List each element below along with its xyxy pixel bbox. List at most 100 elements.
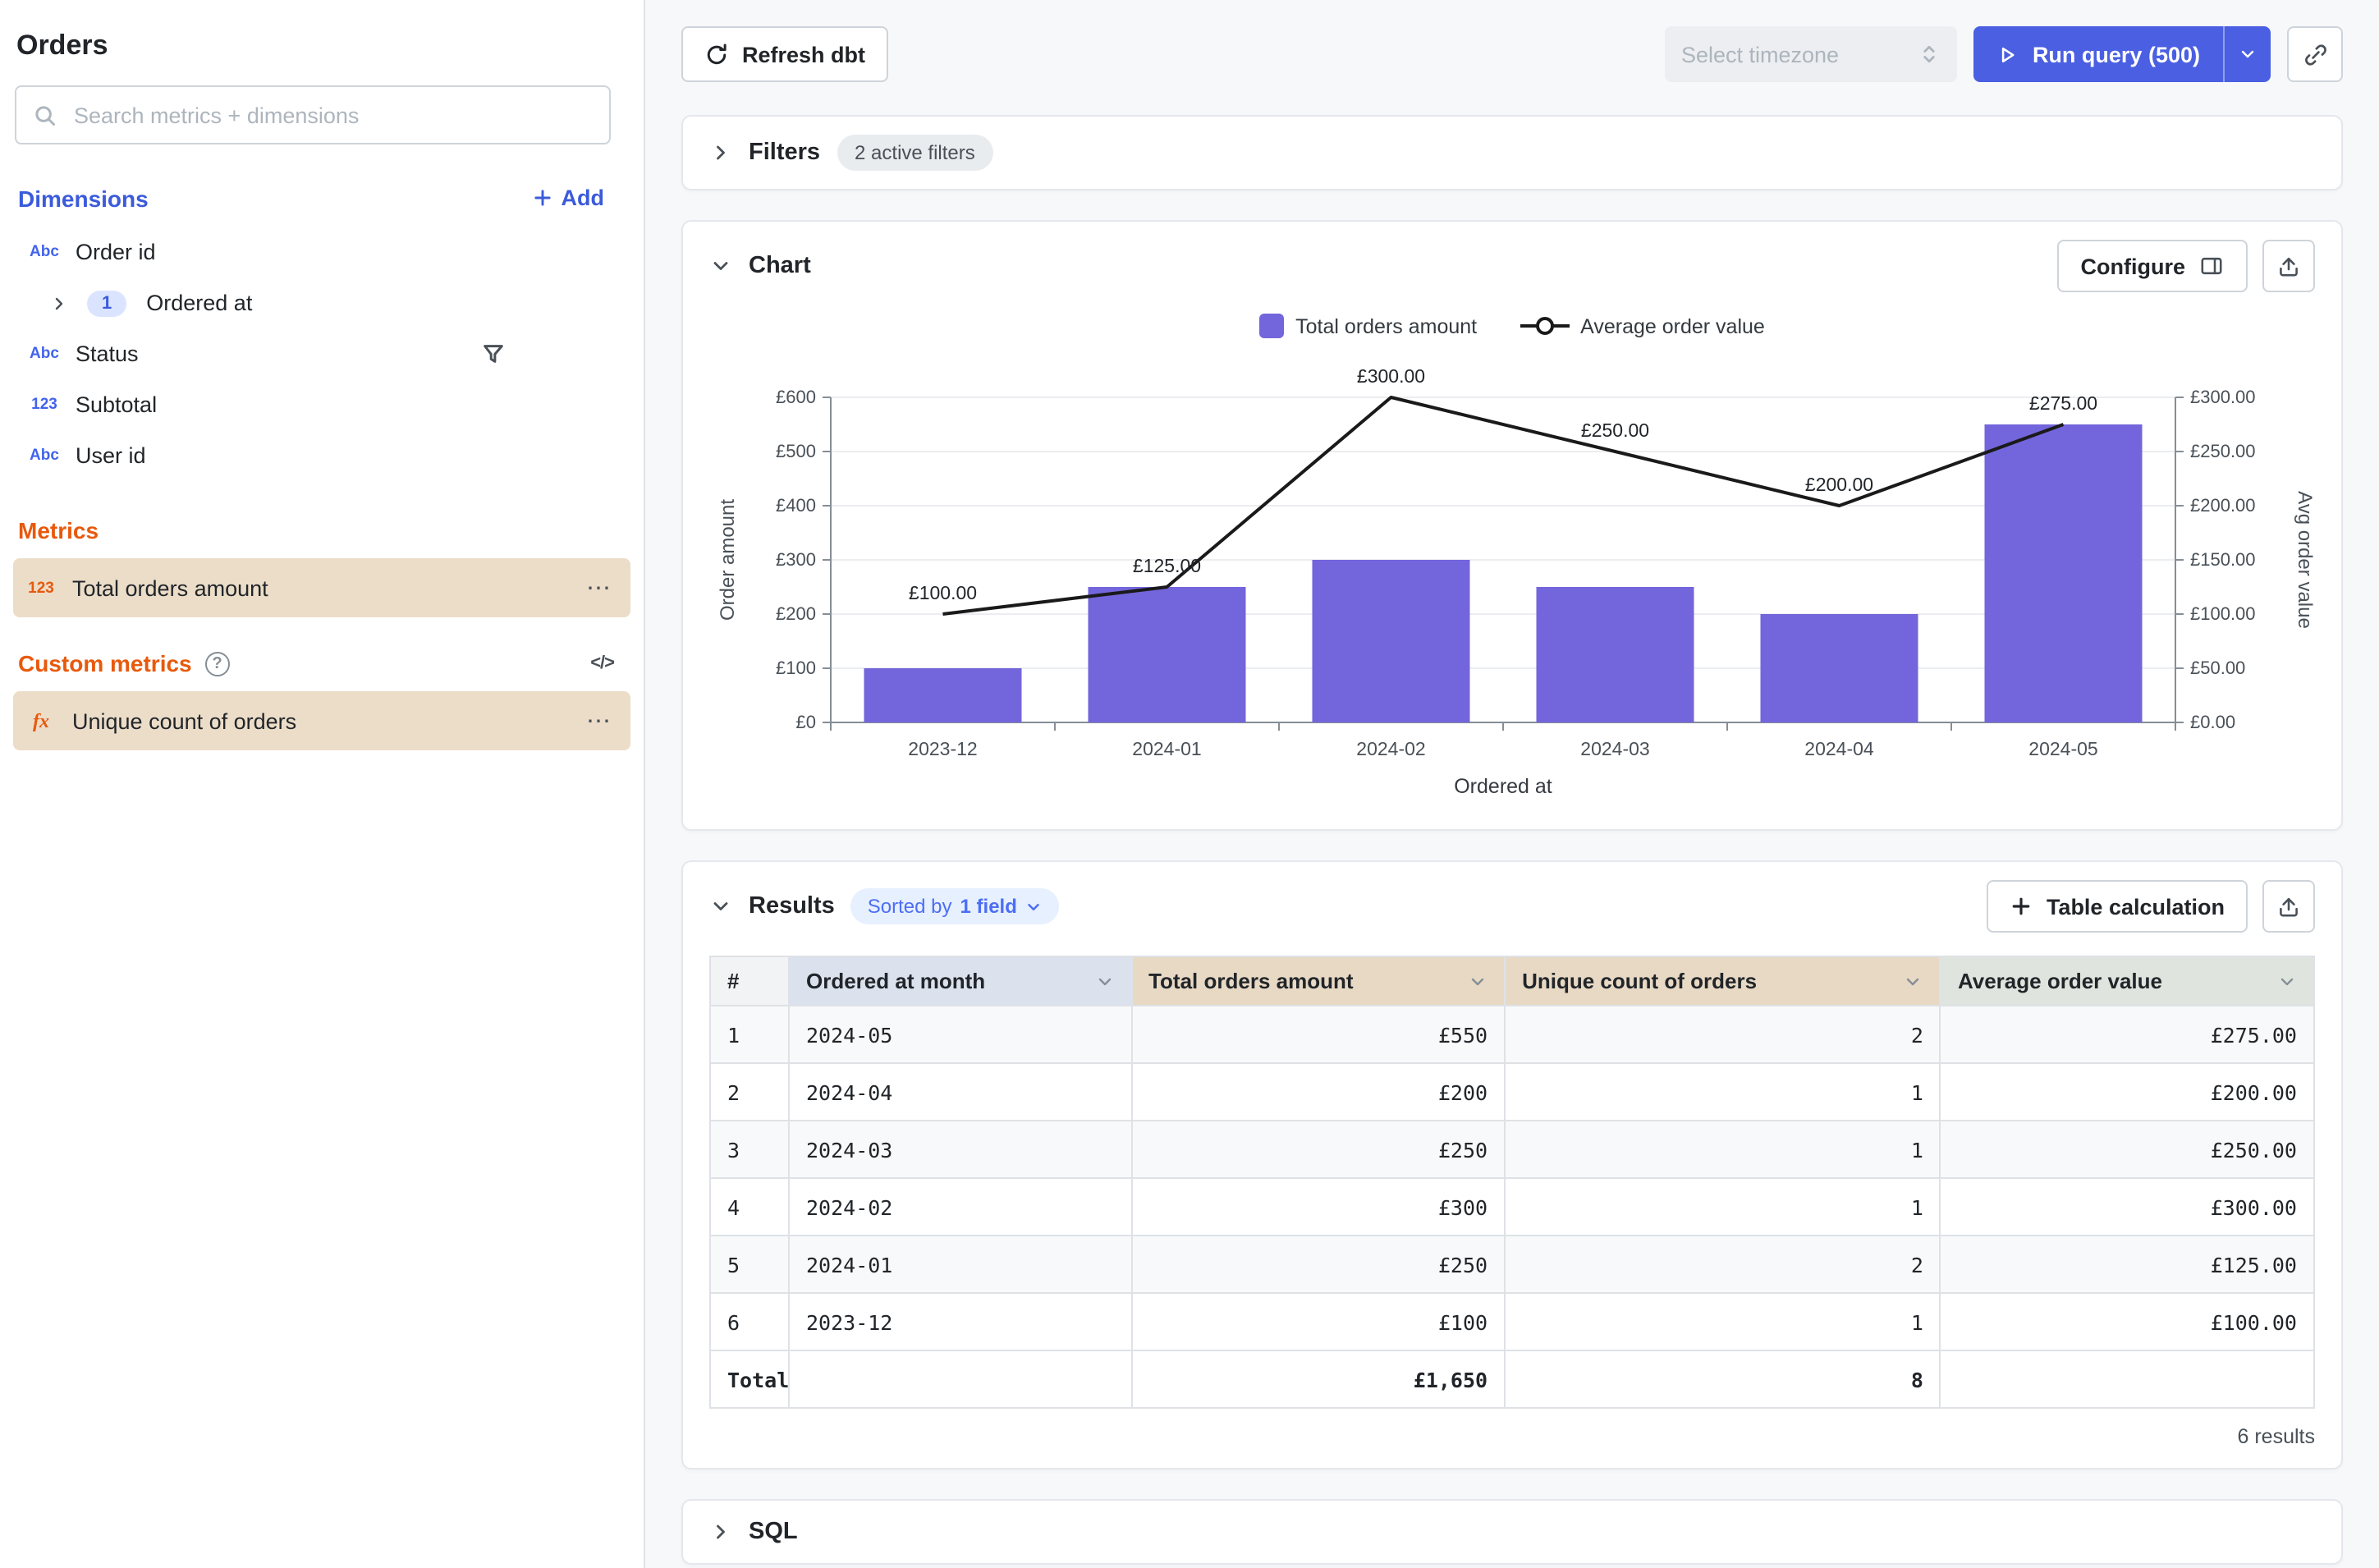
- sidebar-item-user-id[interactable]: Abc User id: [0, 430, 644, 481]
- table-cell: 1: [709, 1005, 790, 1064]
- bar: [1312, 560, 1470, 722]
- add-dimension-button[interactable]: Add: [522, 184, 615, 212]
- table-cell: 2024-03: [788, 1120, 1133, 1179]
- sort-chevron-icon[interactable]: [2277, 971, 2297, 991]
- item-menu-icon[interactable]: ⋯: [586, 707, 611, 735]
- sort-chevron-icon[interactable]: [1904, 971, 1923, 991]
- sidebar-item-total-orders-amount[interactable]: 123 Total orders amount ⋯: [13, 558, 630, 617]
- item-menu-icon[interactable]: ⋯: [586, 574, 611, 602]
- filters-header[interactable]: Filters 2 active filters: [683, 117, 2341, 189]
- table-cell: £300: [1130, 1177, 1506, 1236]
- legend-item-bar-series[interactable]: Total orders amount: [1259, 314, 1477, 338]
- chart-header: Chart Configure: [683, 222, 2341, 310]
- export-chart-button[interactable]: [2262, 240, 2315, 292]
- svg-text:2024-03: 2024-03: [1580, 738, 1649, 759]
- table-cell: £300.00: [1939, 1177, 2315, 1236]
- number-metric-icon: 123: [28, 579, 54, 597]
- legend-line-circle-marker: [1520, 317, 1570, 335]
- search-input[interactable]: [71, 101, 593, 129]
- sorted-field: 1 field: [960, 895, 1017, 918]
- run-query-button[interactable]: Run query (500): [1973, 26, 2271, 82]
- column-label: #: [727, 969, 740, 993]
- chevron-right-icon[interactable]: [49, 293, 72, 313]
- svg-text:Avg order value: Avg order value: [2294, 491, 2316, 629]
- metrics-heading-row: Metrics: [0, 517, 644, 543]
- chart-legend: Total orders amount Average order value: [683, 314, 2341, 338]
- dimensions-heading: Dimensions: [18, 185, 149, 211]
- share-link-button[interactable]: [2287, 26, 2343, 82]
- sidebar-item-ordered-at[interactable]: 1 Ordered at: [0, 277, 644, 328]
- code-icon[interactable]: </>: [590, 653, 615, 673]
- line-data-label: £250.00: [1581, 420, 1649, 441]
- active-filters-badge: 2 active filters: [837, 135, 993, 171]
- refresh-dbt-button[interactable]: Refresh dbt: [681, 26, 889, 82]
- table-calculation-button[interactable]: Table calculation: [1987, 880, 2248, 933]
- svg-text:£0: £0: [796, 712, 816, 732]
- string-field-icon: Abc: [30, 345, 59, 363]
- chevron-down-icon[interactable]: [709, 895, 732, 918]
- chart-title: Chart: [749, 253, 811, 279]
- search-box[interactable]: [15, 85, 611, 144]
- configure-button[interactable]: Configure: [2057, 240, 2248, 292]
- table-cell: £550: [1130, 1005, 1506, 1064]
- results-card: Results Sorted by 1 field Table calculat…: [681, 860, 2343, 1469]
- line-series: [942, 396, 2065, 616]
- table-cell: 1: [1504, 1292, 1941, 1351]
- table-cell: Total: [709, 1350, 790, 1409]
- chevron-right-icon[interactable]: [709, 141, 732, 164]
- column-header-ordered-at-month[interactable]: Ordered at month: [788, 956, 1133, 1006]
- table-cell: 8: [1504, 1350, 1941, 1409]
- column-header-average-order-value[interactable]: Average order value: [1939, 956, 2315, 1006]
- legend-item-line-series[interactable]: Average order value: [1520, 314, 1765, 337]
- sidebar-item-unique-count-of-orders[interactable]: fx Unique count of orders ⋯: [13, 691, 630, 750]
- bar: [1536, 587, 1694, 722]
- svg-text:Order amount: Order amount: [717, 499, 739, 621]
- timezone-select[interactable]: Select timezone: [1664, 26, 1957, 82]
- line-data-label: £100.00: [909, 582, 977, 603]
- sidebar-item-label: Total orders amount: [72, 575, 268, 600]
- table-cell: 1: [1504, 1120, 1941, 1179]
- sidebar-item-status[interactable]: Abc Status: [0, 328, 644, 379]
- help-icon[interactable]: ?: [204, 651, 230, 676]
- sql-header[interactable]: SQL: [683, 1501, 2341, 1563]
- sidebar-item-subtotal[interactable]: 123 Subtotal: [0, 379, 644, 430]
- column-header-index[interactable]: #: [709, 956, 790, 1006]
- run-query-dropdown[interactable]: [2223, 26, 2271, 82]
- table-cell: £250: [1130, 1120, 1506, 1179]
- timezone-placeholder: Select timezone: [1680, 42, 1840, 66]
- table-cell: 2: [1504, 1005, 1941, 1064]
- sorted-prefix: Sorted by: [867, 895, 952, 918]
- svg-text:£150.00: £150.00: [2190, 549, 2256, 570]
- dimensions-heading-row: Dimensions Add: [0, 184, 644, 212]
- svg-text:£400: £400: [776, 495, 816, 516]
- table-cell: 5: [709, 1235, 790, 1294]
- add-label: Add: [561, 186, 605, 210]
- table-cell: 1: [1504, 1177, 1941, 1236]
- table-cell: £1,650: [1130, 1350, 1506, 1409]
- link-icon: [2304, 44, 2326, 65]
- chevron-right-icon[interactable]: [709, 1520, 732, 1543]
- svg-text:2023-12: 2023-12: [908, 738, 977, 759]
- svg-text:£0.00: £0.00: [2190, 712, 2235, 732]
- svg-text:2024-04: 2024-04: [1804, 738, 1874, 759]
- share-icon: [2280, 257, 2298, 277]
- bar: [1760, 614, 1918, 722]
- filter-icon[interactable]: [481, 342, 506, 366]
- plus-icon: [534, 190, 551, 206]
- chart-card: Chart Configure Total order: [681, 220, 2343, 831]
- svg-text:2024-05: 2024-05: [2028, 738, 2097, 759]
- sidebar-item-order-id[interactable]: Abc Order id: [0, 227, 644, 277]
- column-header-total-orders-amount[interactable]: Total orders amount: [1130, 956, 1506, 1006]
- chevron-down-icon[interactable]: [709, 254, 732, 277]
- play-icon: [2001, 46, 2015, 62]
- column-header-unique-count-of-orders[interactable]: Unique count of orders: [1504, 956, 1941, 1006]
- table-calculation-label: Table calculation: [2046, 894, 2225, 919]
- table-cell: £200: [1130, 1062, 1506, 1121]
- table-row: 6 2023-12 £100 1 £100.00: [709, 1292, 2315, 1351]
- sorted-by-pill[interactable]: Sorted by 1 field: [850, 888, 1060, 924]
- sort-chevron-icon[interactable]: [1468, 971, 1487, 991]
- table-cell: £100.00: [1939, 1292, 2315, 1351]
- sort-chevron-icon[interactable]: [1094, 971, 1114, 991]
- export-results-button[interactable]: [2262, 880, 2315, 933]
